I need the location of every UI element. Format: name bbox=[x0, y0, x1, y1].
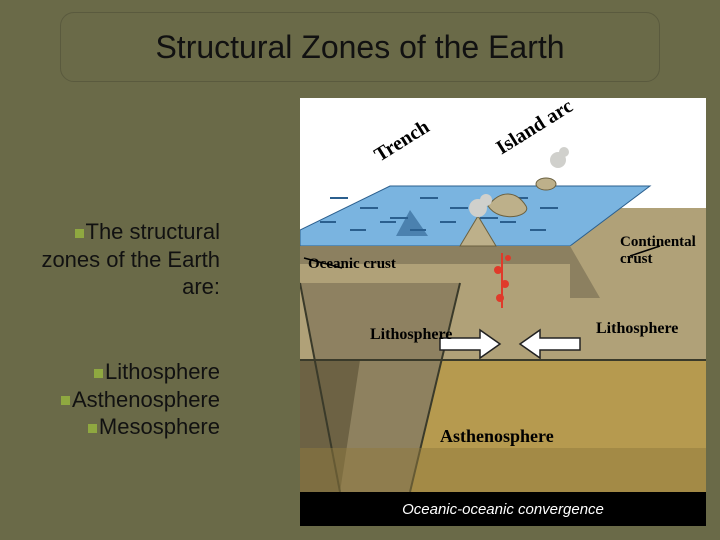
list-item: Mesosphere bbox=[99, 414, 220, 439]
intro-line-1: The structural bbox=[86, 219, 221, 244]
zones-list: Lithosphere Asthenosphere Mesosphere bbox=[20, 358, 220, 441]
continental-crust-label: Continental crust bbox=[620, 234, 700, 267]
title-box: Structural Zones of the Earth bbox=[60, 12, 660, 82]
bullet-icon bbox=[61, 396, 70, 405]
intro-line-3: are: bbox=[20, 273, 220, 301]
list-item: Asthenosphere bbox=[72, 387, 220, 412]
bullet-icon bbox=[88, 424, 97, 433]
intro-line-2: zones of the Earth bbox=[20, 246, 220, 274]
lithosphere-right-label: Lithosphere bbox=[596, 320, 678, 338]
oceanic-crust-label: Oceanic crust bbox=[308, 256, 396, 273]
diagram-caption: Oceanic-oceanic convergence bbox=[300, 492, 706, 526]
asthenosphere-label: Asthenosphere bbox=[440, 426, 554, 447]
bullet-icon bbox=[94, 369, 103, 378]
earth-diagram: Trench Island arc Oceanic crust Continen… bbox=[300, 98, 706, 526]
bullet-icon bbox=[75, 229, 84, 238]
intro-text: The structural zones of the Earth are: bbox=[20, 218, 220, 301]
page-title: Structural Zones of the Earth bbox=[155, 29, 564, 66]
list-item: Lithosphere bbox=[105, 359, 220, 384]
lithosphere-left-label: Lithosphere bbox=[370, 326, 452, 344]
